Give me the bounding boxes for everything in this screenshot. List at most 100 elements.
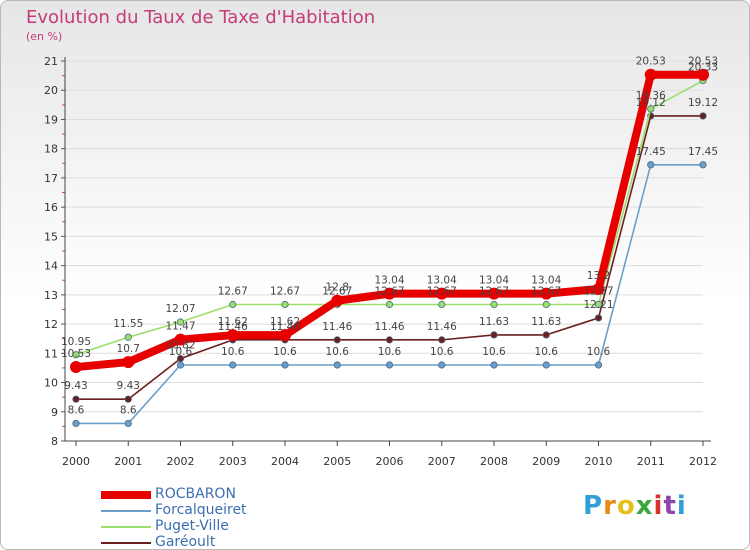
x-tick-label: 2008 <box>480 455 508 468</box>
data-point <box>333 361 341 369</box>
y-tick-label: 16 <box>44 201 58 214</box>
data-label: 19.12 <box>688 97 718 109</box>
y-axis-unit: (en %) <box>26 30 63 43</box>
data-label: 12.67 <box>479 285 509 297</box>
x-tick-label: 2010 <box>585 455 613 468</box>
data-label: 11.63 <box>531 316 561 328</box>
data-point <box>226 329 239 342</box>
data-point <box>331 294 344 307</box>
logo-letter: i <box>653 491 664 521</box>
y-tick-label: 8 <box>51 435 58 448</box>
x-tick-label: 2006 <box>376 455 404 468</box>
legend-item: Puget-Ville <box>101 518 341 535</box>
chart-title: Evolution du Taux de Taxe d'Habitation <box>26 7 376 28</box>
x-tick-label: 2007 <box>428 455 456 468</box>
data-point <box>229 361 237 369</box>
x-tick-label: 2001 <box>114 455 142 468</box>
data-point <box>281 361 289 369</box>
data-point <box>438 336 446 344</box>
legend-label: Puget-Ville <box>155 518 229 534</box>
x-tick-label: 2002 <box>167 455 195 468</box>
data-label: 10.6 <box>378 346 402 358</box>
y-tick-label: 9 <box>51 406 58 419</box>
data-point <box>174 333 187 346</box>
legend-label: ROCBARON <box>155 486 236 502</box>
data-label: 10.6 <box>326 346 350 358</box>
data-point <box>699 161 707 169</box>
data-label: 9.43 <box>64 380 87 392</box>
data-point <box>435 287 448 300</box>
data-label: 10.6 <box>169 346 193 358</box>
data-label: 12.67 <box>374 285 404 297</box>
y-tick-label: 12 <box>44 318 58 331</box>
data-point <box>542 300 550 309</box>
data-label: 19.12 <box>636 97 666 109</box>
y-tick-label: 20 <box>44 84 58 97</box>
data-label: 9.43 <box>117 380 140 392</box>
data-point <box>176 361 185 369</box>
data-label: 20.53 <box>636 56 666 68</box>
data-point <box>644 68 657 81</box>
data-label: 11.55 <box>113 318 143 330</box>
data-point <box>438 361 446 369</box>
data-label: 10.6 <box>587 346 611 358</box>
data-point <box>542 361 550 369</box>
data-label: 10.6 <box>273 346 297 358</box>
legend-item: ROCBARON <box>101 486 341 503</box>
data-label: 11.46 <box>218 321 248 333</box>
data-label: 12.21 <box>583 299 613 311</box>
data-label: 13.04 <box>374 275 404 287</box>
data-label: 13.04 <box>479 275 509 287</box>
data-point <box>490 361 498 369</box>
data-point <box>229 300 237 309</box>
data-label: 10.6 <box>221 346 245 358</box>
data-label: 10.53 <box>61 348 91 360</box>
data-point <box>124 395 132 403</box>
data-label: 20.53 <box>688 56 718 68</box>
data-label: 10.82 <box>165 340 195 352</box>
data-label: 12.67 <box>427 285 457 297</box>
legend-swatch <box>101 542 151 544</box>
data-label: 11.62 <box>218 316 248 328</box>
data-label: 11.47 <box>165 321 195 333</box>
data-label: 12.67 <box>218 285 248 297</box>
logo-letter: o <box>616 491 636 521</box>
x-tick-label: 2011 <box>637 455 665 468</box>
data-label: 8.6 <box>120 404 137 416</box>
y-tick-label: 14 <box>44 260 58 273</box>
legend-label: Forcalqueiret <box>155 502 247 518</box>
data-point <box>333 336 341 344</box>
data-point <box>647 105 655 113</box>
data-label: 11.62 <box>270 316 300 328</box>
y-tick-label: 19 <box>44 113 58 126</box>
data-point <box>72 419 80 428</box>
y-tick-label: 11 <box>44 347 58 360</box>
data-point <box>438 300 446 309</box>
x-tick-label: 2012 <box>689 455 717 468</box>
y-tick-label: 21 <box>44 55 58 68</box>
data-point <box>122 356 135 369</box>
data-point <box>72 351 80 359</box>
proxiti-logo: Proxiti <box>583 491 687 521</box>
x-tick-label: 2004 <box>271 455 299 468</box>
data-label: 12.07 <box>165 303 195 315</box>
data-label: 11.46 <box>322 321 352 333</box>
data-point <box>176 318 185 326</box>
data-point <box>176 354 185 363</box>
data-point <box>647 161 655 169</box>
data-point <box>385 300 394 309</box>
data-label: 13.04 <box>531 275 561 287</box>
logo-letter: x <box>635 491 654 521</box>
data-point <box>490 331 498 339</box>
data-point <box>697 68 709 81</box>
data-label: 8.6 <box>68 404 85 416</box>
data-label: 17.45 <box>636 146 666 158</box>
data-point <box>383 287 396 300</box>
data-label: 13.04 <box>427 275 457 287</box>
data-label: 11.46 <box>270 321 300 333</box>
legend-item: Forcalqueiret <box>101 502 341 519</box>
y-tick-label: 13 <box>44 289 58 302</box>
data-point <box>594 361 603 369</box>
logo-letter: P <box>583 491 604 521</box>
